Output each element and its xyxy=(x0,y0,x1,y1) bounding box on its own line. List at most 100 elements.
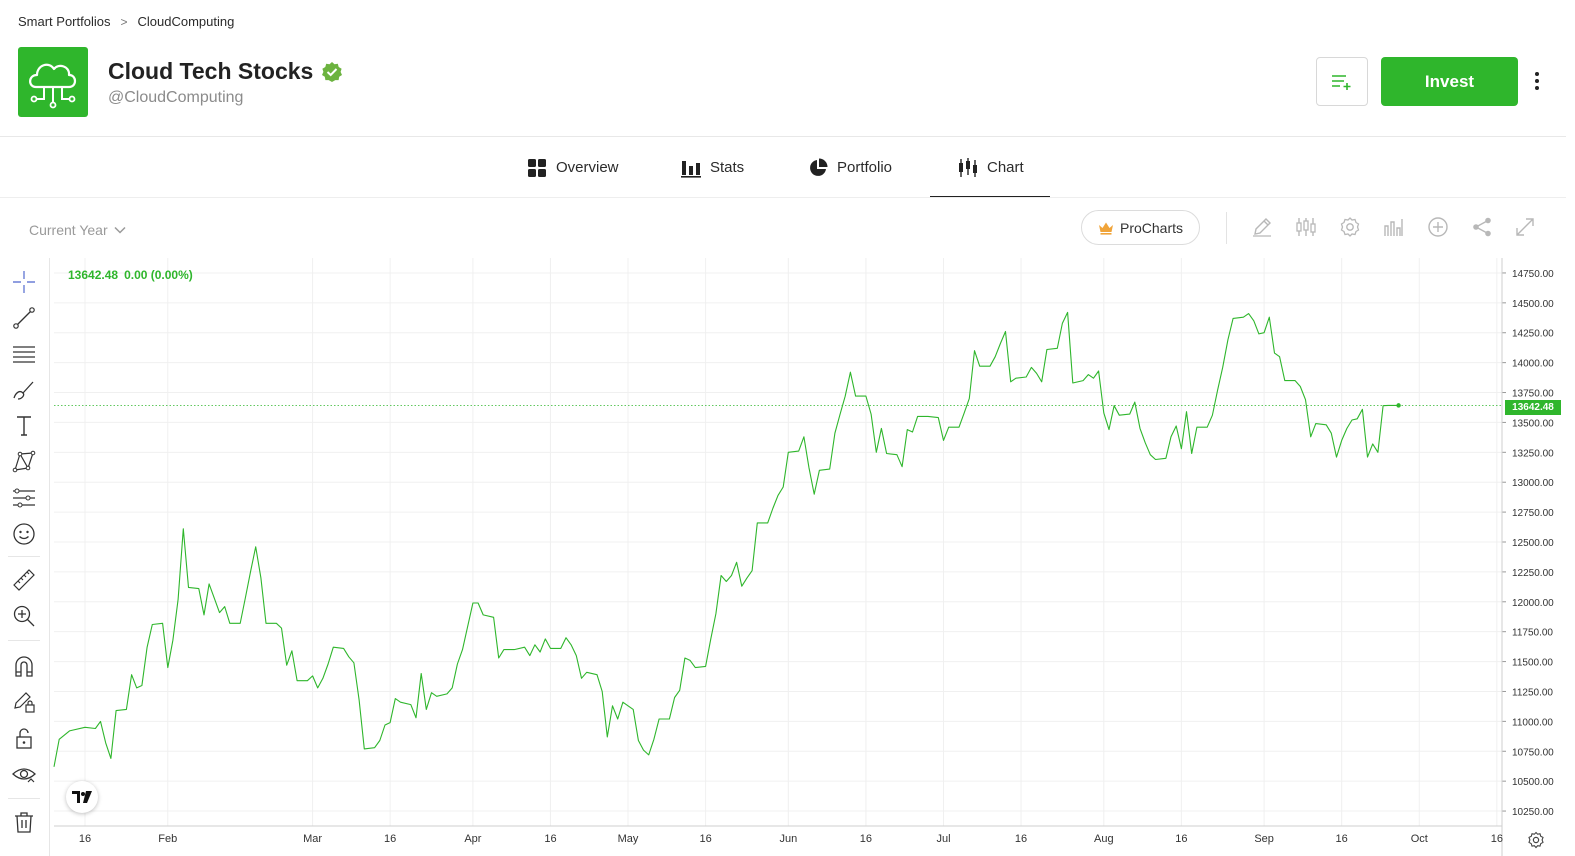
kebab-dot-icon xyxy=(1535,79,1539,83)
brush-icon[interactable] xyxy=(10,376,38,404)
magnet-icon[interactable] xyxy=(10,652,38,680)
tool-separator xyxy=(8,798,40,799)
x-tick-label: Oct xyxy=(1411,833,1428,845)
price-change-value: 0.00 (0.00%) xyxy=(124,268,193,282)
portfolio-logo xyxy=(18,47,88,117)
tab-overview[interactable]: Overview xyxy=(527,137,619,198)
range-selector-label: Current Year xyxy=(29,222,108,238)
x-tick-label: 16 xyxy=(1491,833,1503,845)
tool-separator xyxy=(8,640,40,641)
breadcrumb-current[interactable]: CloudComputing xyxy=(137,14,235,29)
x-tick-label: 16 xyxy=(860,833,872,845)
crown-icon xyxy=(1098,222,1113,235)
text-icon[interactable] xyxy=(10,412,38,440)
tab-stats[interactable]: Stats xyxy=(681,137,744,198)
x-tick-label: Jul xyxy=(936,833,950,845)
fullscreen-icon[interactable] xyxy=(1512,214,1538,240)
pie-chart-icon xyxy=(810,158,828,176)
range-selector[interactable]: Current Year xyxy=(29,222,126,238)
x-tick-label: 16 xyxy=(1336,833,1348,845)
y-tick-label: 10250.00 xyxy=(1512,807,1554,818)
add-to-watchlist-button[interactable] xyxy=(1316,57,1368,106)
y-tick-label: 12500.00 xyxy=(1512,538,1554,549)
unlock-icon[interactable] xyxy=(10,724,38,752)
tab-chart-label: Chart xyxy=(987,159,1024,176)
breadcrumb-parent-link[interactable]: Smart Portfolios xyxy=(18,14,111,29)
lock-drawing-icon[interactable] xyxy=(10,688,38,716)
grid-icon xyxy=(528,158,546,177)
y-tick-label: 12750.00 xyxy=(1512,508,1554,519)
share-icon[interactable] xyxy=(1469,214,1495,240)
x-tick-label: 16 xyxy=(1015,833,1027,845)
y-tick-label: 10500.00 xyxy=(1512,777,1554,788)
eye-icon[interactable] xyxy=(10,760,38,788)
zoom-in-icon[interactable] xyxy=(10,602,38,630)
bar-chart-icon xyxy=(681,160,701,178)
drawing-toolbar xyxy=(0,258,50,856)
x-tick-label: Aug xyxy=(1094,833,1114,845)
tab-stats-label: Stats xyxy=(710,159,745,176)
portfolio-handle: @CloudComputing xyxy=(108,89,244,106)
y-tick-label: 11250.00 xyxy=(1512,687,1553,698)
horizontal-lines-icon[interactable] xyxy=(10,340,38,368)
verified-badge-icon xyxy=(322,61,343,82)
candlestick-icon xyxy=(959,157,977,177)
tradingview-icon xyxy=(72,791,92,803)
tab-chart[interactable]: Chart xyxy=(930,137,1050,198)
tool-separator xyxy=(8,556,40,557)
x-tick-label: Jun xyxy=(779,833,797,845)
trash-icon[interactable] xyxy=(10,808,38,836)
trendline-icon[interactable] xyxy=(10,304,38,332)
kebab-dot-icon xyxy=(1535,86,1539,90)
price-chart[interactable]: 14750.00 14500.00 14250.00 14000.00 13750.00… xyxy=(0,258,1566,856)
fib-icon[interactable] xyxy=(10,484,38,512)
x-tick-label: 16 xyxy=(79,833,91,845)
chevron-down-icon xyxy=(114,226,126,234)
y-axis: 14750.00 14500.00 14250.00 14000.00 13750.00… xyxy=(1501,258,1554,856)
x-tick-label: Apr xyxy=(464,833,481,845)
pencil-icon[interactable] xyxy=(1249,214,1275,240)
portfolio-header: Cloud Tech Stocks @CloudComputing xyxy=(108,58,343,107)
pattern-icon[interactable] xyxy=(10,448,38,476)
tab-portfolio[interactable]: Portfolio xyxy=(808,137,892,198)
cloud-circuit-icon xyxy=(29,63,77,109)
last-price-badge: 13642.48 xyxy=(1505,400,1561,415)
price-line xyxy=(53,311,1399,767)
watchlist-add-icon xyxy=(1332,74,1351,90)
tab-bar: Overview Stats Portfolio Chart xyxy=(0,137,1566,198)
toolbar-separator xyxy=(1226,212,1227,244)
tradingview-logo[interactable] xyxy=(66,781,98,813)
chart-series xyxy=(53,311,1502,767)
y-tick-label: 14500.00 xyxy=(1512,299,1554,310)
last-price-value: 13642.48 xyxy=(68,268,119,282)
candles-icon[interactable] xyxy=(1293,214,1319,240)
price-legend: 13642.48 0.00 (0.00%) xyxy=(68,268,193,282)
ruler-icon[interactable] xyxy=(10,566,38,594)
add-icon[interactable] xyxy=(1425,214,1451,240)
x-tick-label: 16 xyxy=(384,833,396,845)
y-tick-label: 14250.00 xyxy=(1512,329,1554,340)
indicators-icon[interactable] xyxy=(1381,214,1407,240)
x-tick-label: Sep xyxy=(1254,833,1274,845)
y-tick-label: 11750.00 xyxy=(1512,628,1553,639)
invest-button[interactable]: Invest xyxy=(1381,57,1518,106)
x-axis: 16 Feb Mar 16 Apr 16 May 16 Jun 16 Jul 16 Aug 16 Sep 16… xyxy=(54,825,1503,845)
breadcrumb-separator: > xyxy=(120,14,128,29)
y-tick-label: 12000.00 xyxy=(1512,598,1554,609)
chart-settings-icon[interactable] xyxy=(1527,831,1545,849)
breadcrumb: Smart Portfolios > CloudComputing xyxy=(18,14,234,29)
last-point-marker xyxy=(1396,403,1401,408)
settings-icon[interactable] xyxy=(1337,214,1363,240)
x-tick-label: 16 xyxy=(544,833,556,845)
emoji-icon[interactable] xyxy=(10,520,38,548)
more-options-button[interactable] xyxy=(1528,66,1546,96)
header-divider xyxy=(0,136,1566,137)
crosshair-icon[interactable] xyxy=(10,268,38,296)
x-tick-label: Mar xyxy=(303,833,322,845)
y-tick-label: 14750.00 xyxy=(1512,269,1554,280)
y-tick-label: 11000.00 xyxy=(1512,717,1553,728)
tabs-divider xyxy=(0,197,1566,198)
procharts-button[interactable]: ProCharts xyxy=(1081,210,1200,245)
tab-overview-label: Overview xyxy=(556,159,619,176)
kebab-dot-icon xyxy=(1535,72,1539,76)
